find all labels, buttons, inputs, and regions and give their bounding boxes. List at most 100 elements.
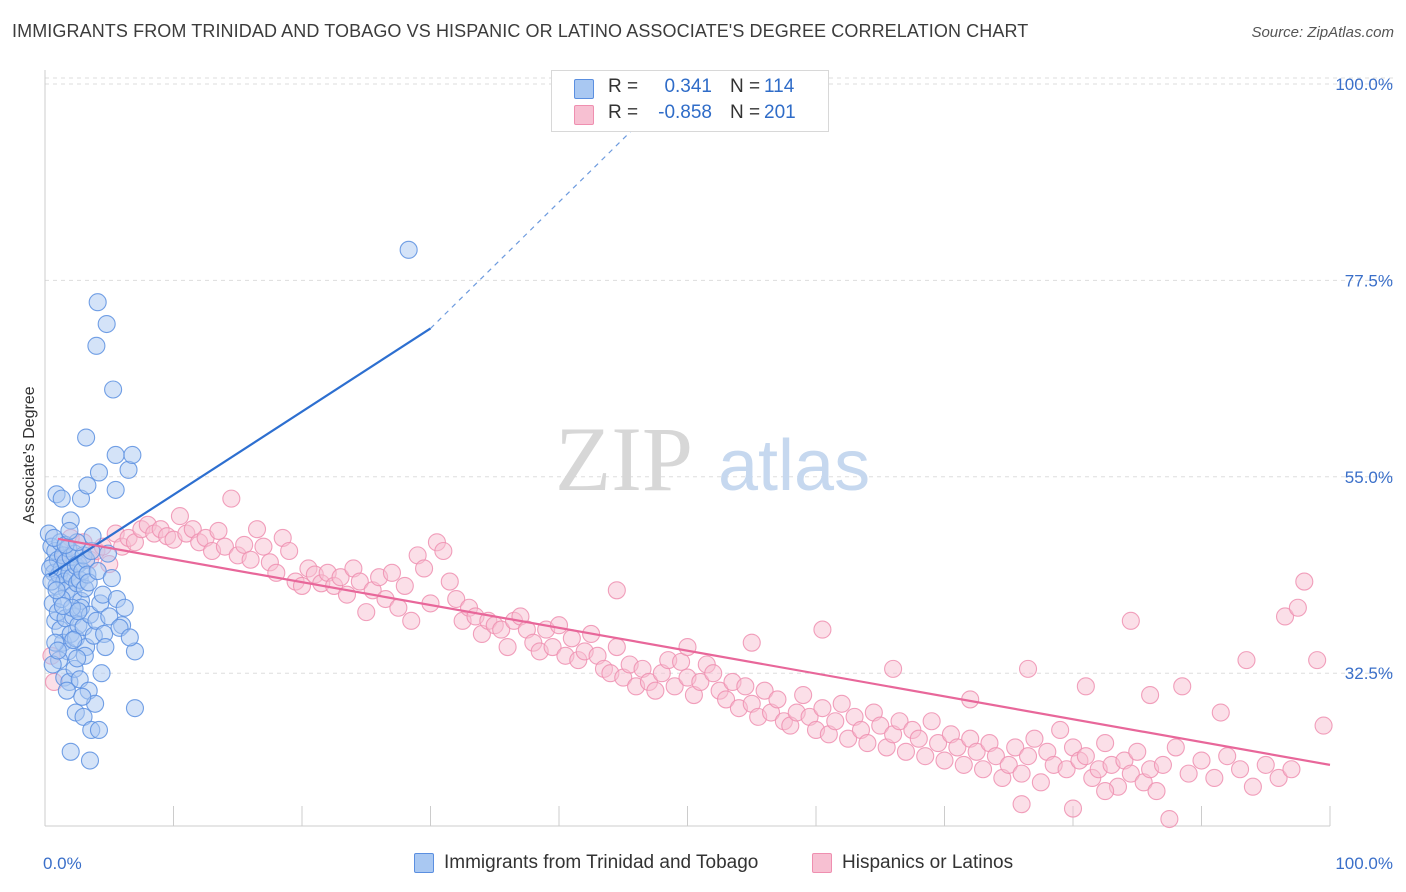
bottom-legend-label: Immigrants from Trinidad and Tobago bbox=[444, 852, 759, 873]
legend-n-label: N = bbox=[730, 102, 761, 123]
hispanic-point bbox=[826, 712, 845, 731]
hispanic-point bbox=[1121, 611, 1140, 630]
hispanic-point bbox=[280, 541, 299, 561]
hispanic-point bbox=[1006, 738, 1025, 757]
trinidad-point bbox=[96, 637, 115, 657]
watermark-atlas: atlas bbox=[718, 426, 870, 506]
hispanic-point bbox=[492, 620, 511, 639]
hispanic-point bbox=[357, 603, 376, 622]
bottom-legend-swatch-blue bbox=[414, 853, 434, 873]
hispanic-point bbox=[1076, 747, 1095, 766]
trinidad-point bbox=[92, 664, 111, 683]
hispanic-point bbox=[929, 734, 948, 753]
x-tick-labels: 0.0% 100.0% bbox=[43, 854, 1393, 873]
hispanic-point bbox=[736, 677, 755, 696]
hispanic-point bbox=[1269, 768, 1288, 788]
trinidad-point bbox=[399, 240, 418, 259]
hispanic-point bbox=[813, 699, 832, 718]
hispanic-point bbox=[967, 742, 986, 761]
hispanic-point bbox=[434, 541, 453, 561]
hispanic-point bbox=[755, 681, 774, 700]
hispanic-point bbox=[209, 521, 228, 540]
hispanic-point bbox=[254, 537, 273, 556]
trinidad-point bbox=[48, 641, 67, 660]
trinidad-point bbox=[87, 336, 106, 355]
hispanic-point bbox=[704, 664, 723, 683]
hispanic-point bbox=[1237, 651, 1256, 670]
trinidad-point bbox=[47, 581, 66, 600]
watermark-zip: ZIP bbox=[555, 408, 693, 510]
hispanic-point bbox=[415, 559, 434, 578]
trinidad-point bbox=[57, 681, 76, 700]
x-tick-label-min: 0.0% bbox=[43, 854, 82, 873]
hispanic-point bbox=[716, 690, 736, 709]
hispanic-point bbox=[222, 489, 241, 508]
trinidad-point bbox=[89, 720, 109, 740]
y-tick-label: 77.5% bbox=[1345, 271, 1393, 290]
hispanic-point bbox=[215, 537, 234, 556]
trinidad-point bbox=[104, 380, 123, 399]
hispanic-point bbox=[832, 694, 851, 713]
y-axis-label: Associate's Degree bbox=[21, 386, 38, 523]
trinidad-point bbox=[120, 628, 139, 647]
hispanic-point bbox=[794, 686, 813, 705]
hispanic-point bbox=[562, 629, 581, 648]
hispanic-point bbox=[1153, 755, 1172, 774]
hispanic-point bbox=[909, 729, 928, 748]
trinidad-point bbox=[78, 476, 97, 495]
hispanic-point bbox=[954, 755, 973, 774]
trinidad-point bbox=[53, 596, 73, 616]
hispanic-point bbox=[350, 572, 369, 591]
hispanic-point bbox=[1096, 734, 1115, 753]
hispanic-point bbox=[884, 659, 903, 678]
legend-r-label: R = bbox=[608, 76, 639, 97]
hispanic-point bbox=[1160, 809, 1179, 829]
hispanic-point bbox=[447, 589, 466, 609]
hispanic-point bbox=[1025, 729, 1044, 748]
y-tick-label: 55.0% bbox=[1345, 468, 1393, 487]
hispanic-point bbox=[871, 716, 890, 735]
hispanic-point bbox=[890, 712, 909, 731]
trinidad-point bbox=[115, 598, 134, 617]
trinidad-point bbox=[106, 445, 125, 465]
legend-n-value: 201 bbox=[764, 102, 796, 123]
legend-r-label: R = bbox=[608, 102, 639, 123]
hispanic-point bbox=[1231, 760, 1250, 779]
trinidad-point bbox=[69, 602, 88, 621]
hispanic-point bbox=[1308, 651, 1327, 670]
hispanic-point bbox=[691, 672, 710, 692]
trinidad-point bbox=[68, 649, 87, 668]
hispanic-point bbox=[1275, 607, 1295, 626]
trinidad-point bbox=[77, 428, 96, 447]
trinidad-point bbox=[88, 293, 107, 312]
trinidad-point bbox=[102, 569, 121, 588]
legend-n-value: 114 bbox=[764, 76, 795, 97]
trinidad-point bbox=[60, 521, 79, 540]
hispanic-point bbox=[678, 637, 697, 657]
legend-swatch-pink bbox=[574, 105, 594, 125]
hispanic-point bbox=[1018, 659, 1038, 678]
trend-lines bbox=[48, 87, 1331, 766]
hispanic-point bbox=[170, 507, 189, 526]
hispanic-point bbox=[1141, 686, 1160, 705]
hispanic-point bbox=[839, 729, 858, 748]
trinidad-point bbox=[100, 607, 119, 626]
watermark: ZIP atlas bbox=[555, 408, 870, 510]
hispanic-point bbox=[1063, 799, 1083, 818]
gridlines bbox=[45, 77, 1395, 674]
hispanic-point bbox=[1282, 760, 1301, 779]
hispanic-point bbox=[1121, 764, 1140, 783]
trinidad-point bbox=[89, 463, 109, 482]
hispanic-point bbox=[948, 738, 967, 757]
hispanic-point bbox=[1288, 598, 1307, 617]
hispanic-point bbox=[665, 677, 684, 696]
legend-n-label: N = bbox=[730, 76, 761, 97]
hispanic-point bbox=[999, 755, 1018, 774]
hispanic-point bbox=[1173, 677, 1192, 696]
trinidad-point bbox=[73, 687, 92, 706]
chart-title: IMMIGRANTS FROM TRINIDAD AND TOBAGO VS H… bbox=[12, 21, 1029, 41]
hispanic-point bbox=[646, 681, 665, 700]
hispanic-point bbox=[389, 598, 408, 617]
legend-r-value: -0.858 bbox=[658, 102, 712, 123]
trinidad-point bbox=[61, 742, 80, 761]
